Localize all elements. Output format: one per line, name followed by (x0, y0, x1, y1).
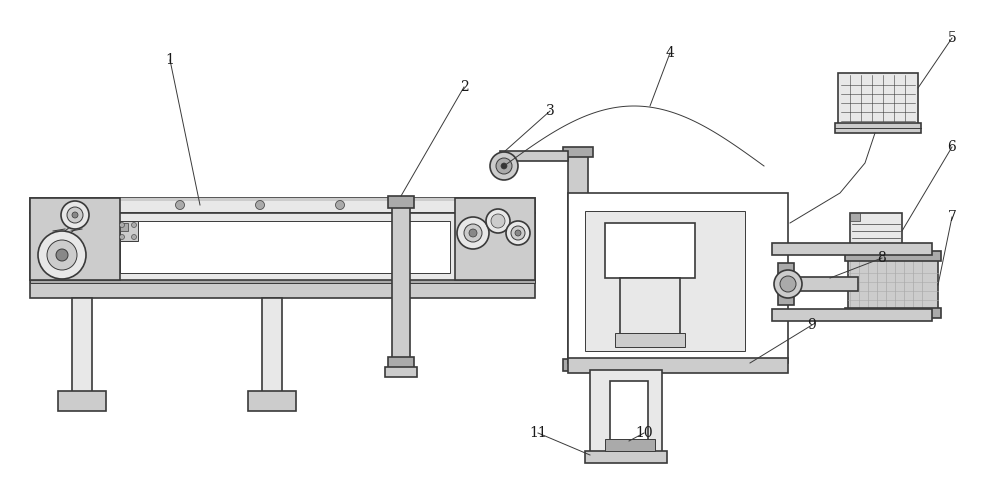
Circle shape (120, 235, 124, 240)
Bar (248, 391, 296, 411)
Circle shape (56, 249, 68, 261)
Bar (497, 155, 511, 161)
Bar (850, 213, 860, 221)
Bar (30, 279, 535, 283)
Bar (392, 200, 410, 363)
Text: 10: 10 (635, 426, 653, 440)
Bar (585, 211, 745, 351)
Circle shape (780, 276, 796, 292)
Text: 11: 11 (529, 426, 547, 440)
Bar (500, 151, 568, 161)
Bar (30, 198, 535, 213)
Bar (845, 251, 941, 261)
Bar (388, 357, 414, 369)
Bar (388, 196, 414, 208)
Circle shape (38, 231, 86, 279)
Bar (120, 223, 128, 231)
Circle shape (501, 163, 507, 169)
Text: 8: 8 (878, 251, 886, 265)
Bar (568, 358, 788, 373)
Text: 4: 4 (666, 46, 674, 60)
Circle shape (132, 235, 136, 240)
Circle shape (469, 229, 477, 237)
Circle shape (336, 200, 344, 210)
Circle shape (490, 152, 518, 180)
Bar (850, 213, 902, 248)
Text: 7: 7 (948, 210, 956, 224)
Circle shape (506, 221, 530, 245)
Circle shape (491, 214, 505, 228)
Bar (30, 280, 535, 298)
Circle shape (496, 158, 512, 174)
Bar (615, 333, 685, 347)
Bar (605, 223, 695, 278)
Bar (838, 73, 918, 128)
Bar (620, 278, 680, 338)
Bar (848, 259, 938, 311)
Text: 9: 9 (808, 318, 816, 332)
Circle shape (511, 226, 525, 240)
Circle shape (176, 200, 184, 210)
Bar (585, 451, 667, 463)
Bar (72, 298, 92, 393)
Bar (605, 439, 655, 451)
Circle shape (457, 217, 489, 249)
Bar (590, 370, 662, 455)
Circle shape (72, 212, 78, 218)
Bar (845, 308, 941, 318)
Text: 2: 2 (460, 80, 468, 94)
Bar (120, 221, 138, 241)
Bar (30, 198, 120, 280)
Circle shape (256, 200, 264, 210)
Bar (610, 381, 648, 441)
Bar (835, 123, 921, 133)
Bar (785, 278, 847, 290)
Circle shape (120, 223, 124, 227)
Bar (30, 213, 535, 280)
Bar (568, 193, 788, 363)
Bar (563, 359, 593, 371)
Bar (30, 198, 535, 201)
Bar (563, 147, 593, 157)
Text: 1: 1 (166, 53, 174, 67)
Text: 6: 6 (948, 140, 956, 154)
Circle shape (47, 240, 77, 270)
Bar (385, 367, 417, 377)
Bar (788, 277, 858, 291)
Bar (778, 263, 794, 305)
Bar (58, 391, 106, 411)
Bar (772, 243, 932, 255)
Circle shape (132, 223, 136, 227)
Circle shape (61, 201, 89, 229)
Circle shape (67, 207, 83, 223)
Bar (120, 221, 450, 273)
Bar (455, 198, 535, 280)
Text: 5: 5 (948, 31, 956, 45)
Circle shape (515, 230, 521, 236)
Circle shape (464, 224, 482, 242)
Text: 3: 3 (546, 104, 554, 118)
Bar (772, 309, 932, 321)
Bar (262, 298, 282, 393)
Circle shape (774, 270, 802, 298)
Circle shape (486, 209, 510, 233)
Bar (568, 153, 588, 363)
